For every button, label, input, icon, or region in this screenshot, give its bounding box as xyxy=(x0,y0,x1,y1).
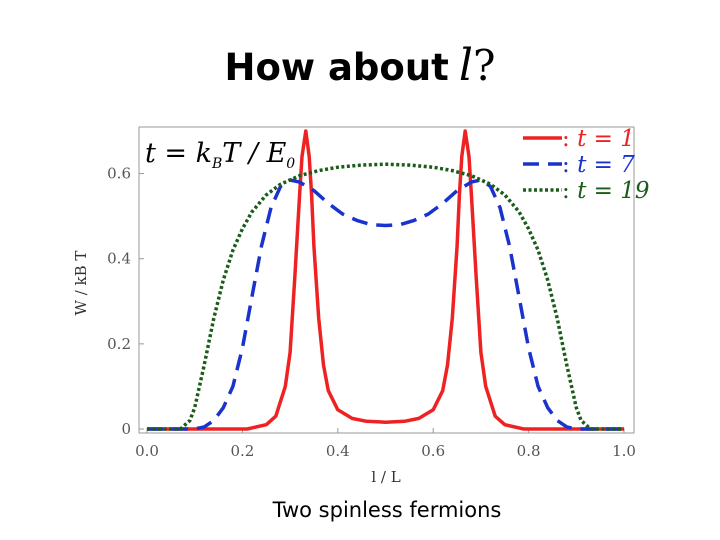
x-tick-label: 1.0 xyxy=(612,442,636,460)
y-tick-label: 0.6 xyxy=(107,165,131,183)
annotation: t = kBT / E0 xyxy=(145,138,295,172)
legend-label: : t = 19 xyxy=(562,178,649,204)
x-axis-label: l / L xyxy=(371,468,400,486)
annotation-formula: t = kBT / E0 xyxy=(145,138,295,172)
y-tick-label: 0.2 xyxy=(107,335,131,353)
legend-label: : t = 7 xyxy=(562,152,635,178)
series-line-3 xyxy=(147,162,624,431)
axis-ticks: 0.0 0.2 0.4 0.6 0.8 1.0 0 0.2 0.4 0.6 xyxy=(107,165,636,460)
plot-frame xyxy=(138,126,635,434)
title-text: How about xyxy=(224,46,449,89)
series-lines xyxy=(147,129,624,431)
series-line-1 xyxy=(147,129,624,431)
y-tick-label: 0 xyxy=(121,420,131,438)
x-tick-label: 0.4 xyxy=(326,442,350,460)
title-question-mark: ? xyxy=(472,41,496,90)
legend-label: : t = 1 xyxy=(562,126,635,152)
caption: Two spinless fermions xyxy=(272,498,502,522)
y-tick-label: 0.4 xyxy=(107,250,131,268)
x-tick-label: 0.2 xyxy=(230,442,254,460)
series-line-2 xyxy=(147,178,624,431)
y-axis-label: W / kB T xyxy=(72,251,90,316)
x-tick-label: 0.8 xyxy=(517,442,541,460)
x-tick-label: 0.6 xyxy=(421,442,445,460)
x-tick-label: 0.0 xyxy=(135,442,159,460)
title-variable: l xyxy=(458,40,473,91)
legend: : t = 1: t = 7: t = 19 xyxy=(523,126,649,204)
slide-title: How about l? xyxy=(0,40,720,91)
